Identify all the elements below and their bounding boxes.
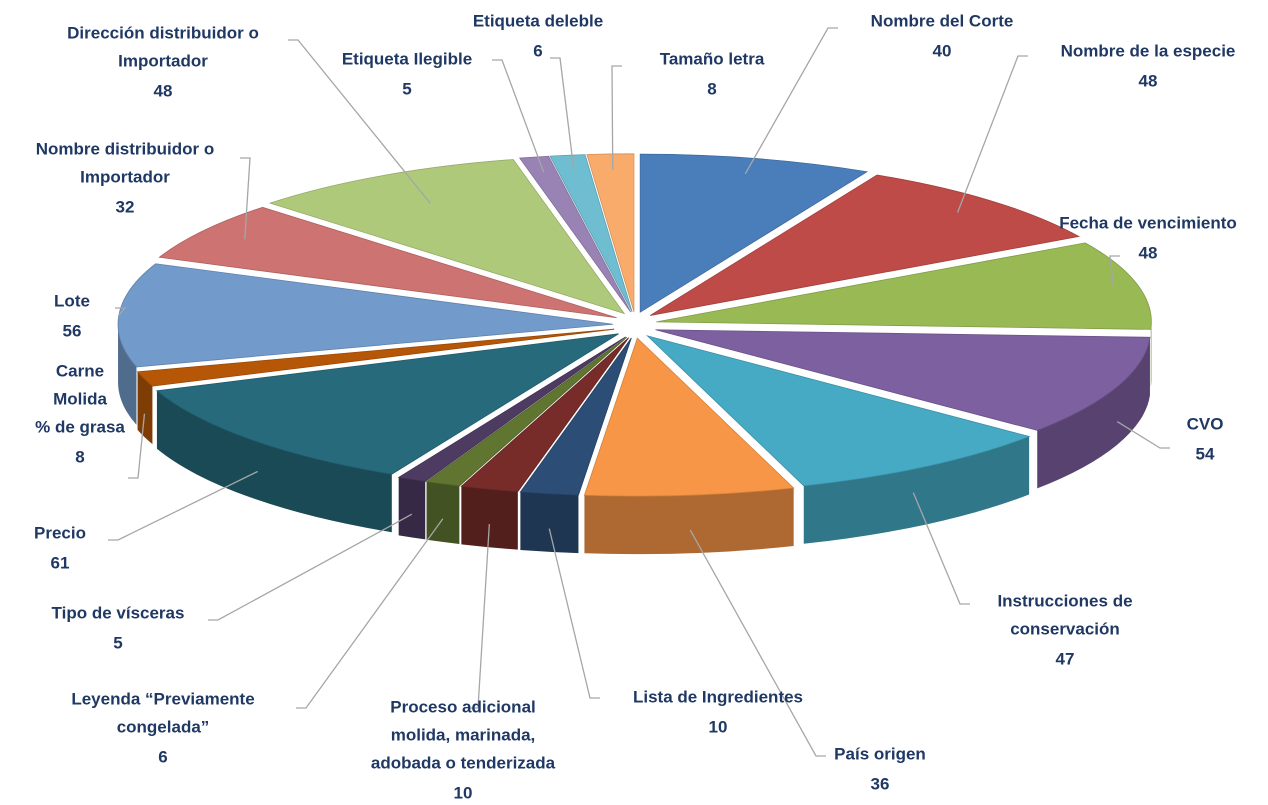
slice [549,154,633,313]
data-value: 48 [154,81,173,100]
leader-line [1116,420,1170,449]
slice [268,159,626,315]
data-value: 10 [454,783,473,802]
data-value: 8 [75,447,84,466]
data-label: País origen [834,744,926,763]
data-value: 61 [51,553,70,572]
slice [425,336,628,487]
leader-line [550,57,575,172]
slice-side [461,486,518,550]
data-label: Lote [54,291,90,310]
slice-side [584,488,794,555]
data-value: 56 [63,321,82,340]
slice [158,206,617,319]
tops [117,153,1152,497]
leader-line [240,157,251,240]
data-label: Carne [56,361,104,380]
data-value: 6 [533,41,542,60]
data-label: Lista de Ingredientes [633,687,803,706]
data-label: Precio [34,523,86,542]
slice [460,337,630,493]
slice [586,153,635,312]
data-value: 5 [402,79,411,98]
data-label: conservación [1010,619,1120,638]
slice [649,174,1081,316]
data-label: Instrucciones de [997,591,1132,610]
data-value: 54 [1196,444,1215,463]
slice [518,155,632,313]
data-label: Tipo de vísceras [52,603,185,622]
data-value: 48 [1139,243,1158,262]
slice [655,329,1151,431]
data-label: Fecha de vencimiento [1059,213,1237,232]
data-label: molida, marinada, [391,725,536,744]
leader-line [492,59,545,173]
data-value: 40 [933,41,952,60]
data-value: 32 [116,197,135,216]
data-value: 6 [158,747,167,766]
slice-side [1150,321,1152,388]
data-label: % de grasa [35,417,125,436]
walls [118,321,1152,555]
data-label: Molida [53,389,107,408]
leader-line [108,470,259,541]
slice [656,242,1152,330]
leader-line [115,307,127,316]
data-value: 8 [707,79,716,98]
slice-side [398,477,426,540]
leader-line [611,65,622,170]
leader-line [957,55,1028,213]
data-label: Etiqueta deleble [473,11,603,30]
slice [519,337,632,496]
slice-side [426,481,460,544]
data-label: Nombre del Corte [871,11,1014,30]
leader-line [468,524,490,709]
data-label: Importador [80,167,170,186]
data-label: Proceso adicional [390,697,536,716]
slice [646,335,1031,487]
leader-line [689,529,826,757]
slice-side [118,324,137,425]
leader-line [128,413,146,479]
slice [639,153,869,313]
data-value: 36 [871,774,890,793]
data-label: Nombre distribuidor o [36,139,215,158]
data-label: adobada o tenderizada [371,753,556,772]
slice [136,328,615,387]
labels: Nombre del Corte 40 Nombre de la especie 48… [34,11,1237,802]
data-value: 47 [1056,649,1075,668]
leader-line [288,39,431,204]
data-value: 5 [113,633,122,652]
slice-side [137,371,153,445]
slice-side [803,436,1030,544]
leader-line [912,492,970,605]
data-label: Leyenda “Previamente [71,689,254,708]
leader-line [1109,255,1120,287]
data-label: Dirección distribuidor o [67,23,259,42]
data-value: 10 [709,717,728,736]
data-label: Importador [118,51,208,70]
slice [397,336,626,482]
leader-line [296,518,444,709]
slice-side [520,491,579,554]
data-label: CVO [1187,414,1224,433]
leader-line [548,528,600,699]
slice-side [1037,337,1150,489]
leader-line [744,27,838,175]
slice [155,333,619,475]
data-label: congelada” [117,717,210,736]
data-label: Tamaño letra [660,49,765,68]
slice [117,263,614,368]
data-label: Nombre de la especie [1061,41,1236,60]
slice-side [156,390,392,533]
leader-line [208,513,413,621]
data-value: 48 [1139,71,1158,90]
data-label: Etiqueta Ilegible [342,49,472,68]
slice [583,337,795,497]
